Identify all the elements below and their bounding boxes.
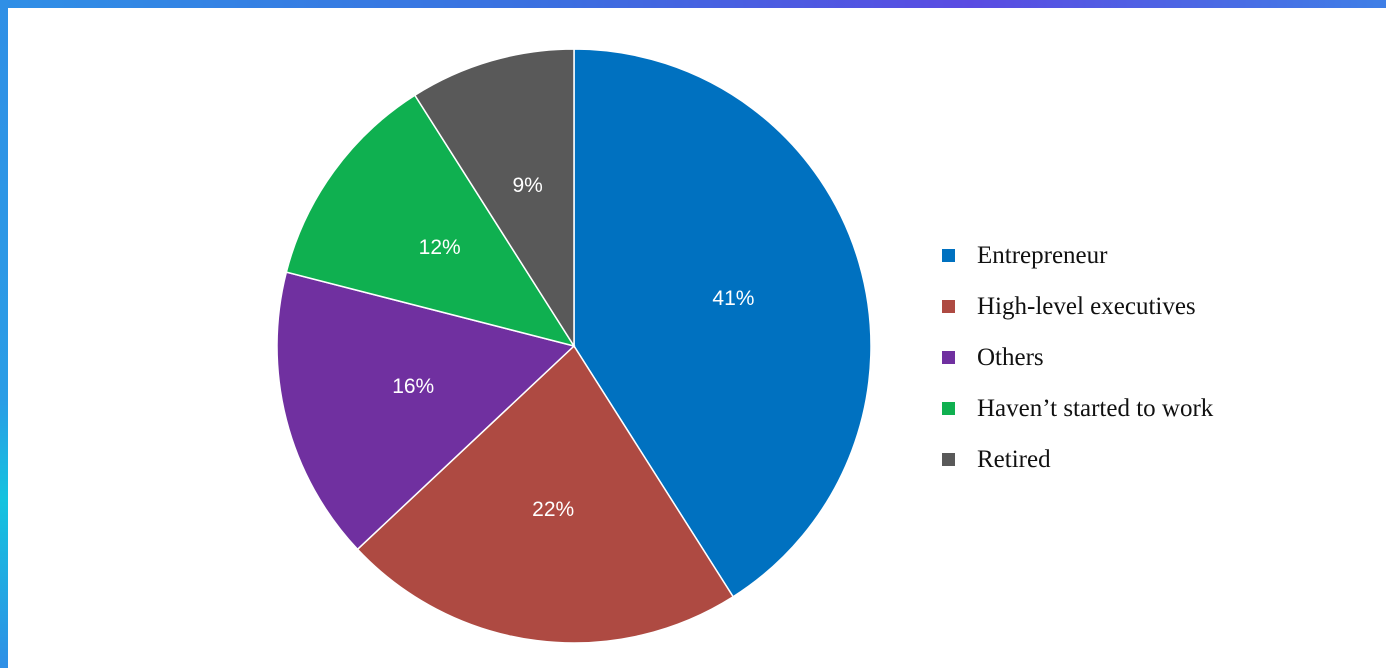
slice-value-label: 12% — [419, 236, 461, 259]
pie-slice-others — [276, 271, 576, 551]
pie-slice-labels: 41% 22% 16% 12% 9% — [392, 174, 754, 521]
legend-item: Entrepreneur — [942, 230, 1213, 281]
pie-chart: 41% 22% 16% 12% 9% — [276, 48, 872, 644]
chart-legend: Entrepreneur High-level executives Others H… — [942, 230, 1213, 485]
pie-slice-entrepreneur — [573, 48, 872, 598]
slice-value-label: 16% — [392, 375, 434, 398]
pie-slices — [276, 48, 872, 644]
slice-value-label: 9% — [513, 174, 543, 197]
pie-slice-retired — [413, 48, 575, 349]
legend-label: Others — [977, 343, 1044, 371]
slice-value-label: 22% — [532, 498, 574, 521]
legend-label: High-level executives — [977, 292, 1196, 320]
legend-item: Others — [942, 332, 1213, 383]
chart-canvas: 41% 22% 16% 12% 9% Entrepreneur High-level ex… — [8, 8, 1386, 668]
legend-item: High-level executives — [942, 281, 1213, 332]
legend-swatch — [942, 300, 955, 313]
pie-slice-haven-t-started-to-work — [285, 94, 576, 348]
pie-slice-high-level-executives — [356, 344, 735, 644]
legend-swatch — [942, 402, 955, 415]
legend-label: Entrepreneur — [977, 241, 1108, 269]
legend-item: Retired — [942, 434, 1213, 485]
legend-label: Haven’t started to work — [977, 394, 1214, 422]
legend-swatch — [942, 351, 955, 364]
legend-label: Retired — [977, 445, 1051, 473]
slice-value-label: 41% — [712, 287, 754, 310]
page-frame-left-edge — [0, 0, 8, 668]
legend-swatch — [942, 453, 955, 466]
legend-item: Haven’t started to work — [942, 383, 1213, 434]
legend-swatch — [942, 249, 955, 262]
